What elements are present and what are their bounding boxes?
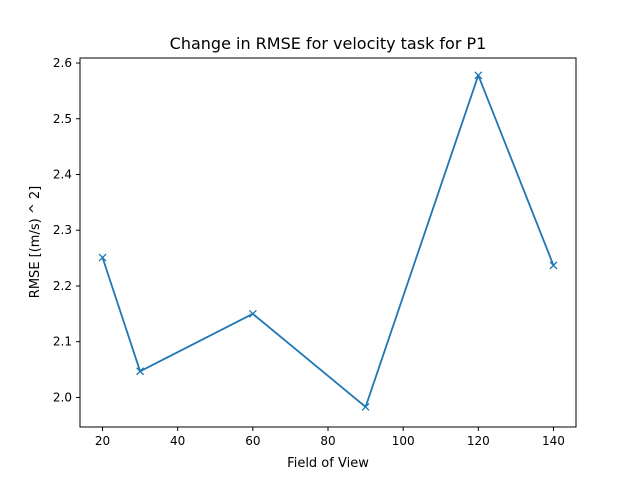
y-tick-label: 2.5: [53, 112, 72, 126]
series-line: [101, 74, 555, 408]
y-tick-label: 2.0: [53, 390, 72, 404]
data-point-marker: [248, 309, 257, 318]
x-tick-label: 140: [542, 434, 565, 448]
x-tick-label: 20: [95, 434, 110, 448]
y-tick-label: 2.6: [53, 56, 72, 70]
x-tick-label: 120: [467, 434, 490, 448]
y-tick-label: 2.3: [53, 223, 72, 237]
x-tick-label: 80: [320, 434, 335, 448]
data-point-marker: [549, 261, 558, 270]
x-axis-label: Field of View: [287, 456, 369, 471]
data-point-marker: [474, 71, 483, 80]
x-tick-label: 100: [392, 434, 415, 448]
x-tick-label: 40: [170, 434, 185, 448]
y-axis-label: RMSE [(m/s) ^ 2]: [28, 186, 43, 298]
y-tick-label: 2.2: [53, 279, 72, 293]
data-point-marker: [136, 367, 145, 376]
chart-title: Change in RMSE for velocity task for P1: [170, 34, 487, 53]
y-tick-label: 2.1: [53, 335, 72, 349]
plot-area: 20 40 60 80 100 120 140 2.0 2.1 2.2 2.3 2.4 2.5 2.6: [53, 56, 577, 448]
data-point-marker: [361, 402, 370, 411]
x-tick-label: 60: [245, 434, 260, 448]
data-point-marker: [98, 253, 107, 262]
y-tick-label: 2.4: [53, 167, 72, 181]
